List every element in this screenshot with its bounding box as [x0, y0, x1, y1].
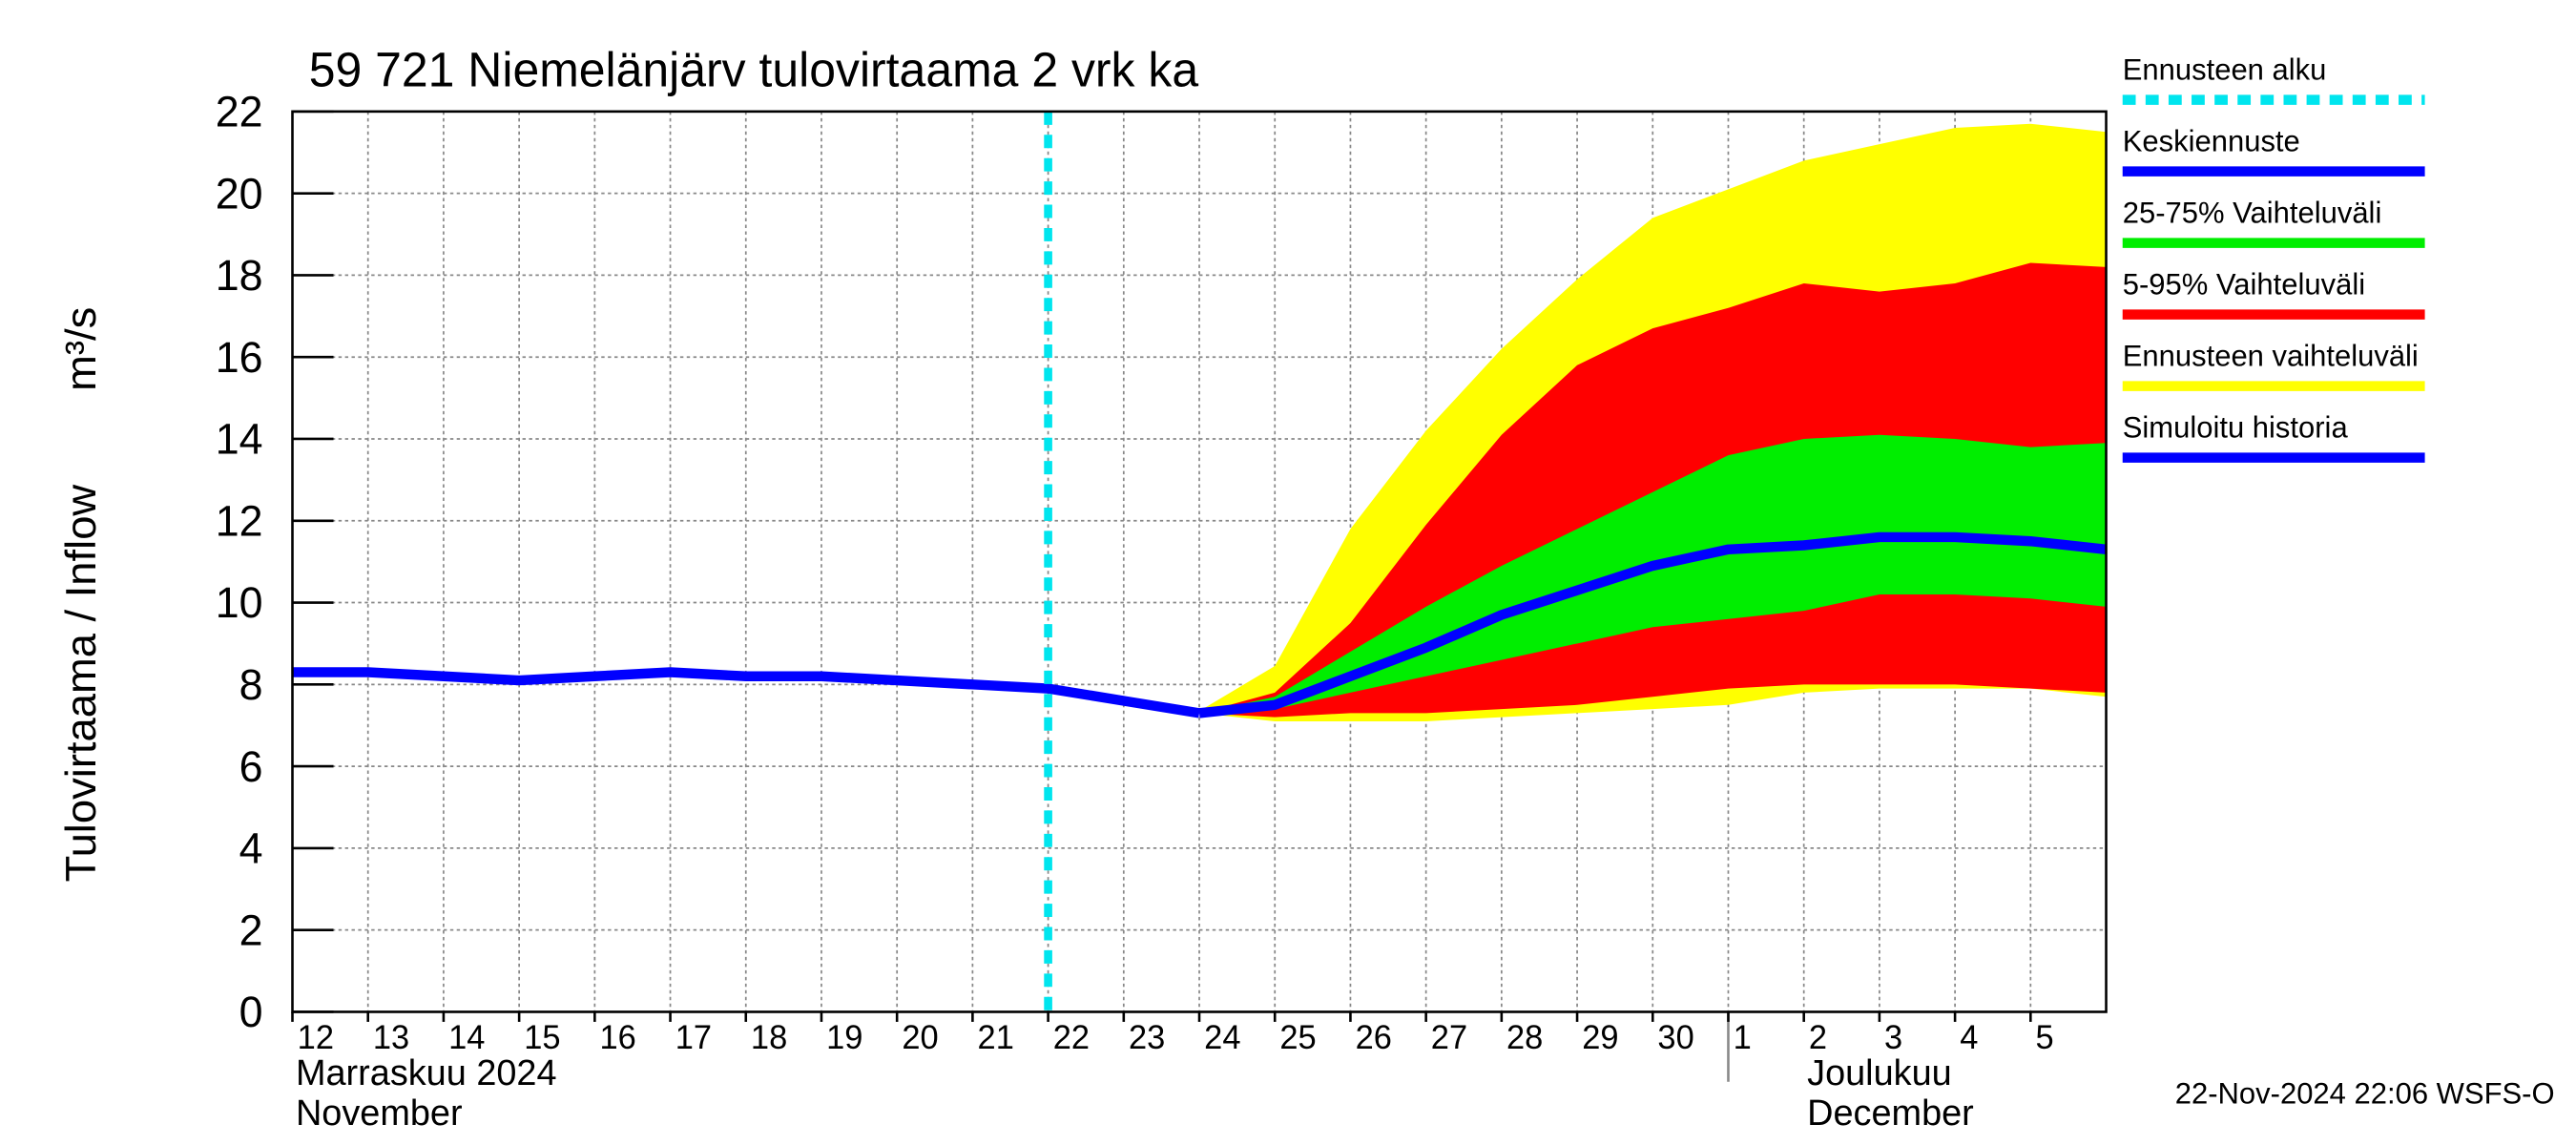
x-tick-label: 16: [600, 1020, 636, 1056]
legend-label: Ennusteen vaihteluväli: [2123, 340, 2419, 373]
y-axis-unit: m³/s: [56, 307, 105, 391]
y-tick-label: 6: [239, 742, 263, 791]
chart-title: 59 721 Niemelänjärv tulovirtaama 2 vrk k…: [309, 43, 1198, 96]
band: [1199, 262, 2107, 718]
x-tick-label: 28: [1506, 1020, 1543, 1056]
y-tick-label: 2: [239, 906, 263, 954]
x-tick-label: 5: [2035, 1020, 2053, 1056]
y-tick-label: 12: [216, 496, 263, 545]
x-tick-label: 22: [1053, 1020, 1090, 1056]
footer: 22-Nov-2024 22:06 WSFS-O: [2175, 1076, 2555, 1110]
y-tick-label: 8: [239, 660, 263, 709]
month-label: December: [1807, 1093, 1974, 1134]
x-tick-label: 30: [1657, 1020, 1693, 1056]
month-label: Marraskuu 2024: [296, 1052, 557, 1093]
x-tick-label: 20: [902, 1020, 938, 1056]
line: [1198, 531, 2108, 718]
x-tick-label: 1: [1734, 1020, 1752, 1056]
x-tick-label: 29: [1582, 1020, 1618, 1056]
x-tick-label: 17: [675, 1020, 712, 1056]
x-tick-label: 21: [978, 1020, 1014, 1056]
x-tick-label: 2: [1809, 1020, 1827, 1056]
x-tick-label: 13: [373, 1020, 409, 1056]
y-tick-label: 10: [216, 578, 263, 627]
x-tick-label: 24: [1204, 1020, 1240, 1056]
month-label: Joulukuu: [1807, 1052, 1952, 1093]
x-tick-label: 3: [1884, 1020, 1902, 1056]
y-tick-label: 20: [216, 169, 263, 218]
legend-label: Keskiennuste: [2123, 125, 2300, 158]
month-label: November: [296, 1093, 463, 1134]
plot-frame: [291, 110, 2108, 1013]
y-tick-label: 16: [216, 333, 263, 382]
x-tick-label: 18: [751, 1020, 787, 1056]
x-tick-label: 14: [448, 1020, 485, 1056]
legend-label: 5-95% Vaihteluväli: [2123, 268, 2365, 302]
x-tick-label: 23: [1129, 1020, 1165, 1056]
x-tick-label: 19: [826, 1020, 862, 1056]
x-tick-label: 12: [298, 1020, 334, 1056]
y-tick-label: 14: [216, 414, 263, 463]
y-axis-label: Tulovirtaama / Inflow: [56, 484, 105, 882]
x-tick-label: 15: [524, 1020, 560, 1056]
x-tick-label: 26: [1356, 1020, 1392, 1056]
x-tick-label: 4: [1960, 1020, 1978, 1056]
y-tick-label: 18: [216, 251, 263, 300]
legend-label: Simuloitu historia: [2123, 411, 2349, 445]
legend-label: 25-75% Vaihteluväli: [2123, 197, 2382, 230]
x-tick-label: 27: [1431, 1020, 1467, 1056]
y-tick-label: 4: [239, 823, 263, 872]
x-tick-label: 25: [1279, 1020, 1316, 1056]
y-tick-label: 0: [239, 988, 263, 1036]
legend-label: Ennusteen alku: [2123, 53, 2327, 87]
line: [292, 667, 1200, 718]
y-tick-label: 22: [216, 87, 263, 135]
